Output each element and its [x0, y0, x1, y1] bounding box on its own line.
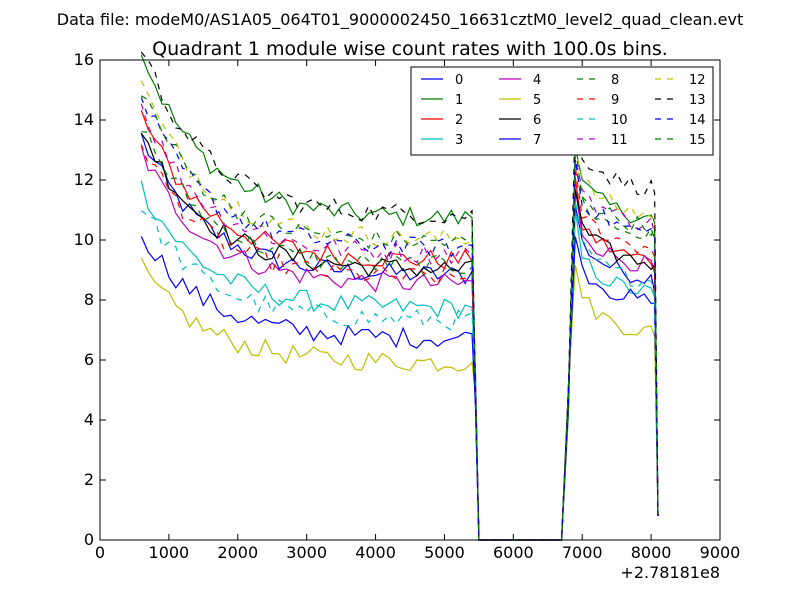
series-line-10 — [140, 200, 659, 541]
y-tick-label: 10 — [74, 230, 94, 249]
x-tick-label: 1000 — [149, 543, 190, 562]
legend-label-9: 9 — [611, 93, 619, 108]
chart-title: Quadrant 1 module wise count rates with … — [152, 38, 668, 60]
x-tick-label: 5000 — [424, 543, 465, 562]
legend-label-15: 15 — [689, 133, 706, 148]
legend-label-10: 10 — [611, 113, 628, 128]
y-tick-label: 6 — [84, 350, 94, 369]
legend-label-2: 2 — [455, 113, 463, 128]
x-tick-label: 6000 — [493, 543, 534, 562]
x-tick-label: 9000 — [700, 543, 741, 562]
legend-label-13: 13 — [689, 93, 706, 108]
series-line-7 — [140, 236, 659, 541]
x-tick-label: 0 — [95, 543, 105, 562]
y-tick-label: 8 — [84, 290, 94, 309]
series-line-0 — [140, 133, 659, 541]
series-line-14 — [140, 97, 659, 541]
axis-ticks: 0 1000 2000 3000 4000 5000 6000 7000 8000 9000 0 2 4… — [74, 50, 741, 562]
y-tick-label: 12 — [74, 170, 94, 189]
x-tick-label: 8000 — [631, 543, 672, 562]
y-tick-label: 16 — [74, 50, 94, 69]
y-tick-label: 14 — [74, 110, 94, 129]
series-layer — [140, 51, 659, 541]
series-line-3 — [140, 180, 659, 541]
series-line-9 — [140, 144, 659, 541]
legend-label-11: 11 — [611, 133, 628, 148]
x-tick-label: 2000 — [217, 543, 258, 562]
series-line-2 — [140, 109, 659, 541]
legend-label-3: 3 — [455, 133, 463, 148]
series-line-5 — [140, 257, 659, 541]
legend-label-6: 6 — [533, 113, 541, 128]
x-tick-label: 4000 — [355, 543, 396, 562]
y-tick-label: 2 — [84, 470, 94, 489]
legend-label-8: 8 — [611, 73, 619, 88]
legend-label-1: 1 — [455, 93, 463, 108]
x-tick-label: 7000 — [562, 543, 603, 562]
series-line-11 — [140, 103, 659, 541]
y-tick-label: 4 — [84, 410, 94, 429]
legend-label-7: 7 — [533, 133, 541, 148]
legend-label-5: 5 — [533, 93, 541, 108]
series-line-4 — [140, 145, 659, 541]
series-line-13 — [140, 51, 659, 541]
y-tick-label: 0 — [84, 530, 94, 549]
x-tick-label: 3000 — [286, 543, 327, 562]
series-line-15 — [140, 95, 659, 541]
legend-box — [410, 66, 714, 156]
series-line-12 — [140, 80, 659, 541]
data-file-suptitle: Data file: modeM0/AS1A05_064T01_90000024… — [57, 10, 743, 30]
legend-label-14: 14 — [689, 113, 706, 128]
legend-label-12: 12 — [689, 73, 706, 88]
legend-label-0: 0 — [455, 73, 463, 88]
x-offset-label: +2.78181e8 — [620, 563, 720, 582]
legend-label-4: 4 — [533, 73, 541, 88]
